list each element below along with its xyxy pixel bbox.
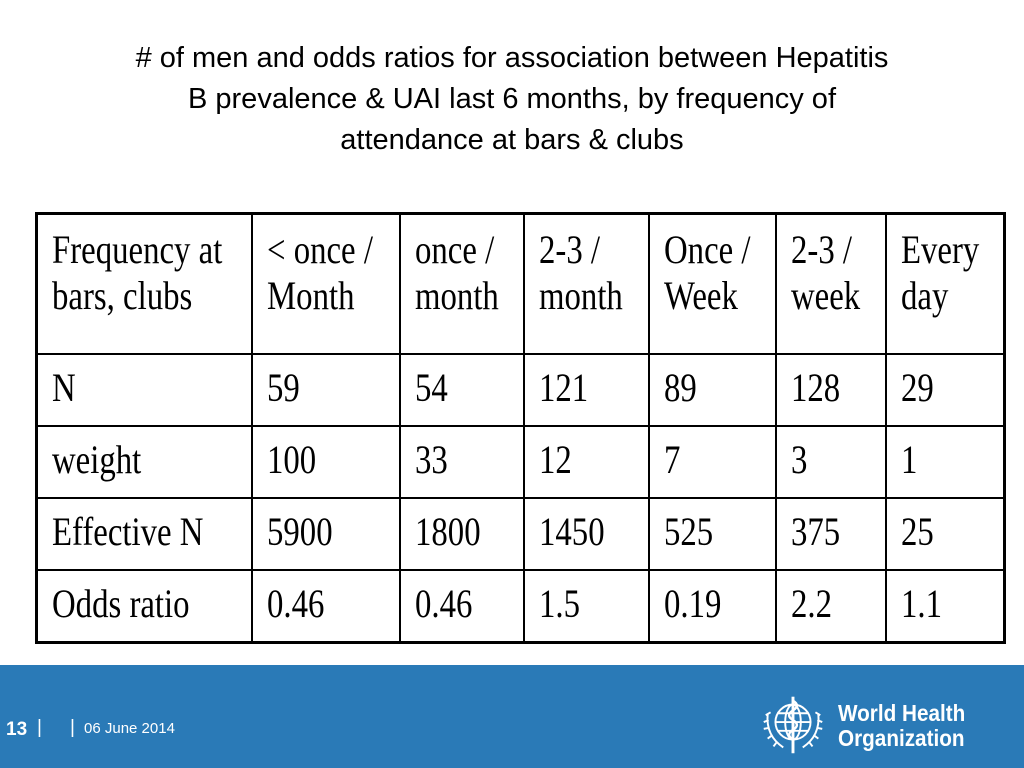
org-name-line-1: World Health (838, 700, 966, 726)
table-cell: 29 (884, 353, 1006, 427)
header-cell-label: Frequency at bars, clubs (35, 212, 253, 355)
row-label: Odds ratio (35, 569, 253, 644)
header-cell: < once / Month (250, 212, 401, 355)
org-name-line-2: Organization (838, 725, 965, 751)
table-cell: 1450 (522, 497, 650, 571)
row-label: weight (35, 425, 253, 499)
row-label: N (35, 353, 253, 427)
table-cell: 12 (522, 425, 650, 499)
footer-bar: 13 | | 06 June 2014 World Health Organiz… (0, 665, 1024, 768)
table-cell: 100 (250, 425, 401, 499)
table-cell: 128 (774, 353, 887, 427)
table-row: Odds ratio 0.46 0.46 1.5 0.19 2.2 1.1 (35, 569, 1006, 644)
header-cell: 2-3 /week (774, 212, 887, 355)
table-cell: 0.46 (398, 569, 525, 644)
frequency-table: Frequency at bars, clubs < once / Month on… (35, 212, 1006, 644)
title-line-3: attendance at bars & clubs (340, 124, 684, 156)
footer-separator: | (37, 717, 42, 738)
title-line-2: B prevalence & UAI last 6 months, by fre… (188, 83, 836, 115)
table-row: N 59 54 121 89 128 29 (35, 353, 1006, 427)
table-cell: 121 (522, 353, 650, 427)
table-cell: 1.5 (522, 569, 650, 644)
who-emblem-icon (763, 696, 823, 754)
table-cell: 2.2 (774, 569, 887, 644)
header-cell: once / month (398, 212, 525, 355)
table-cell: 54 (398, 353, 525, 427)
table-cell: 375 (774, 497, 887, 571)
table-cell: 59 (250, 353, 401, 427)
table-row: Effective N 5900 1800 1450 525 375 25 (35, 497, 1006, 571)
title-line-1: # of men and odds ratios for association… (135, 42, 889, 74)
header-cell: Once / Week (647, 212, 777, 355)
table-cell: 1800 (398, 497, 525, 571)
page-number: 13 (6, 719, 28, 740)
table-cell: 1.1 (884, 569, 1006, 644)
table-cell: 89 (647, 353, 777, 427)
row-label: Effective N (35, 497, 253, 571)
header-cell: Every day (884, 212, 1006, 355)
table-cell: 7 (647, 425, 777, 499)
table-cell: 1 (884, 425, 1006, 499)
who-wordmark: World Health Organization (838, 701, 979, 751)
table-cell: 25 (884, 497, 1006, 571)
table-header-row: Frequency at bars, clubs < once / Month on… (35, 212, 1006, 355)
footer-separator: | (70, 717, 75, 738)
table-cell: 33 (398, 425, 525, 499)
footer-date: 06 June 2014 (84, 720, 175, 737)
table-cell: 5900 (250, 497, 401, 571)
table-cell: 0.46 (250, 569, 401, 644)
table-cell: 3 (774, 425, 887, 499)
table-cell: 525 (647, 497, 777, 571)
slide-title: # of men and odds ratios for association… (40, 38, 984, 161)
table-cell: 0.19 (647, 569, 777, 644)
table-row: weight 100 33 12 7 3 1 (35, 425, 1006, 499)
header-cell: 2-3 /month (522, 212, 650, 355)
